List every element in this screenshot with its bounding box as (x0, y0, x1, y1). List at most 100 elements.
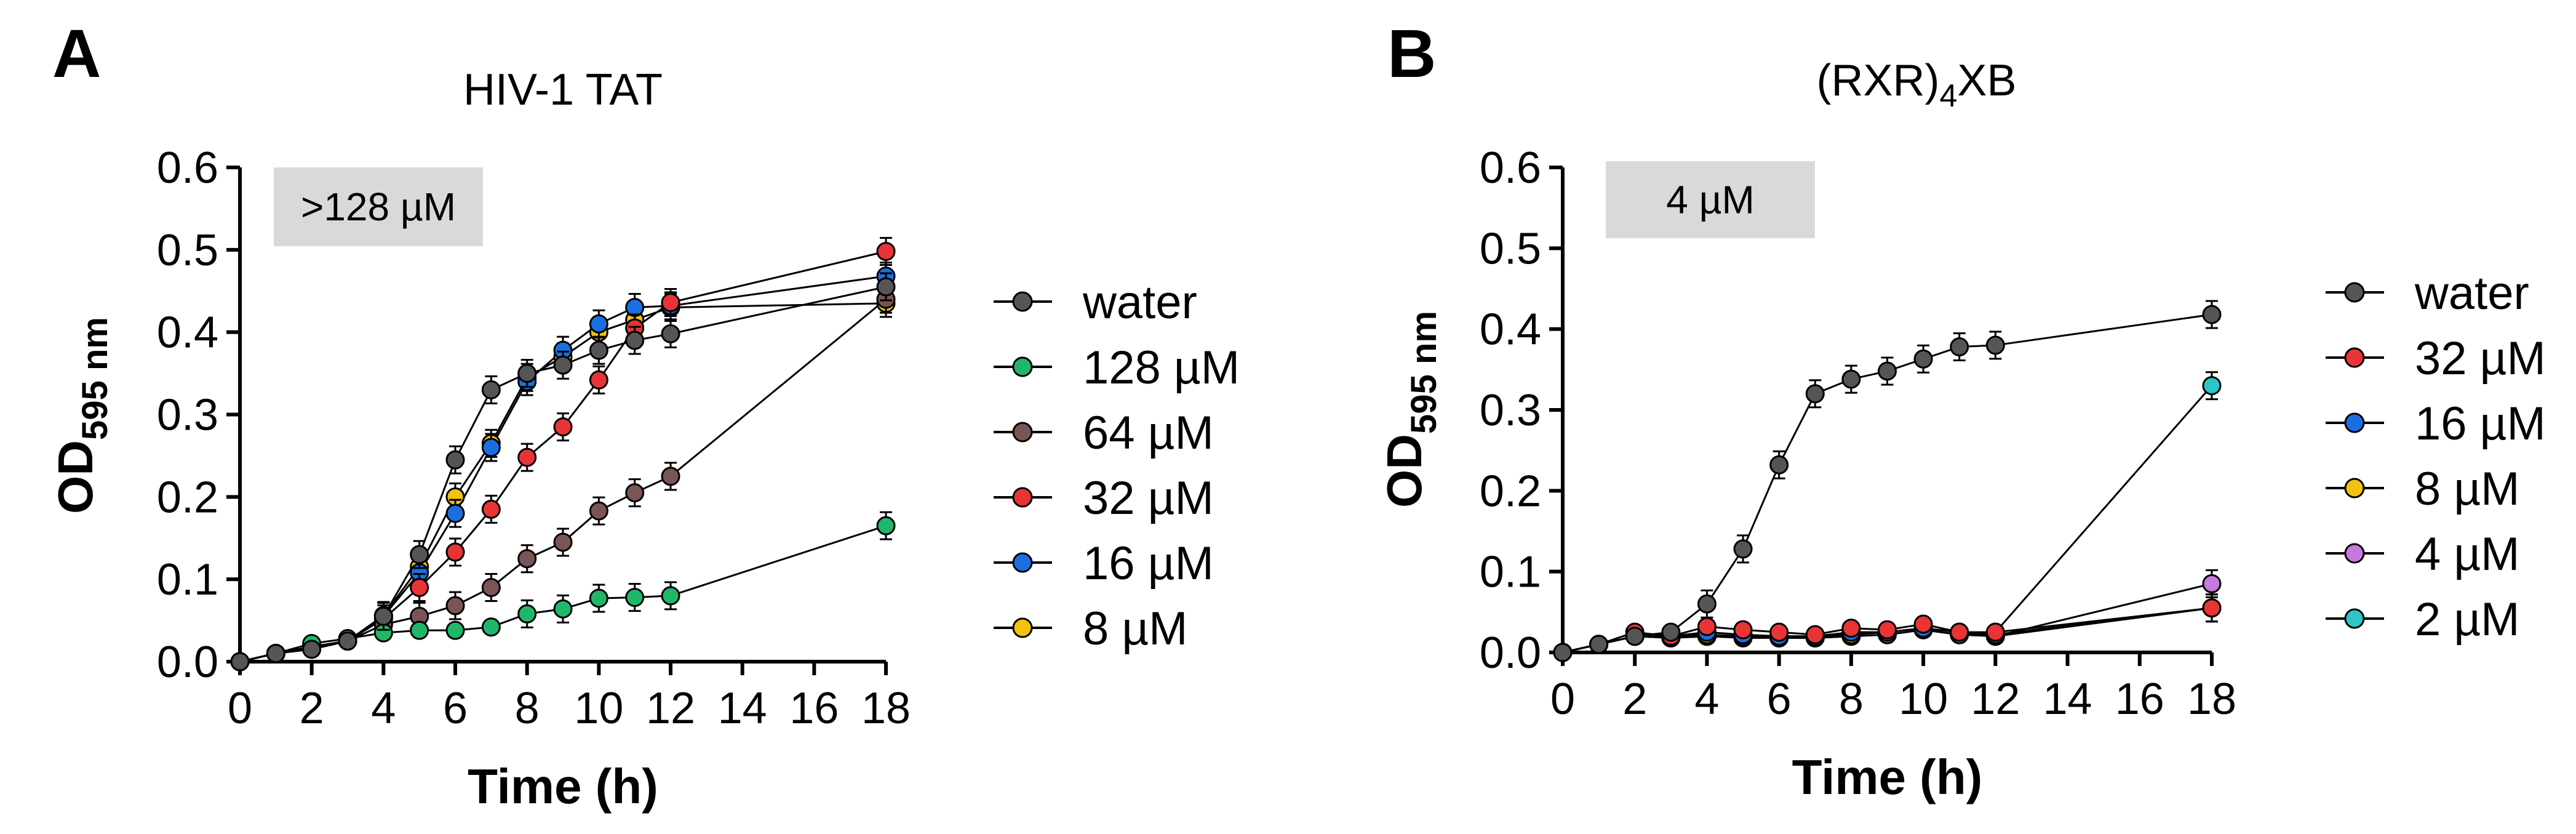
panel-a-point (625, 588, 645, 607)
panel-b-x-tick-label: 6 (1767, 675, 1792, 724)
panel-b-legend-label: 4 µM (2415, 528, 2519, 580)
panel-b-x-tick-label: 10 (1899, 675, 1948, 724)
panel-a-point (517, 364, 537, 383)
panel-a-point (589, 501, 608, 521)
panel-a-point (481, 438, 501, 457)
panel-b-legend-marker (2344, 282, 2365, 303)
panel-b-point (1950, 622, 1969, 642)
panel-b-letter: B (1387, 16, 1436, 92)
panel-b-chart: 4 µM 0.0 0.1 0.2 0.3 0.4 0.5 0.6 0 2 4 6 8 10 12 14 16 18… (1377, 143, 2546, 804)
panel-b-point (1805, 625, 1825, 644)
panel-a-point (410, 620, 429, 640)
panel-a-x-axis-label: Time (h) (468, 759, 658, 814)
panel-a-point (517, 604, 537, 623)
panel-a-point (517, 549, 537, 569)
panel-b-legend-marker (2344, 347, 2365, 368)
panel-a-point (410, 578, 429, 598)
panel-a-x-tick-label: 4 (371, 684, 396, 733)
panel-a-legend-label: 32 µM (1083, 472, 1214, 524)
panel-b-legend-label: water (2414, 267, 2529, 319)
panel-b-x-tick-label: 2 (1622, 675, 1647, 724)
panel-b-point (1769, 455, 1789, 475)
panel-b-x-tick-label: 4 (1694, 675, 1719, 724)
panel-a-y-tick-label: 0.1 (157, 555, 218, 604)
panel-b-point (2202, 376, 2222, 396)
panel-a-point (373, 606, 393, 626)
panel-b-title-sub: 4 (1940, 78, 1958, 114)
panel-a-point (302, 640, 322, 659)
panel-b-point (1733, 620, 1753, 640)
panel-a-y-tick-label: 0.5 (157, 226, 218, 275)
panel-a-point (625, 298, 645, 318)
panel-b-legend-label: 2 µM (2415, 593, 2519, 646)
panel-b-point (2202, 574, 2222, 593)
panel-b-point (1553, 643, 1573, 662)
panel-a-legend-marker (1012, 356, 1033, 377)
panel-a-point (661, 324, 680, 343)
panel-a-legend-label: water (1082, 276, 1197, 329)
panel-a-annotation-text: >128 µM (301, 185, 456, 229)
panel-b-point (1589, 635, 1609, 654)
panel-b-y-tick-label: 0.6 (1480, 143, 1541, 193)
panel-a-point (876, 242, 896, 262)
panel-b-y-tick-label: 0.5 (1480, 224, 1541, 273)
panel-a-legend-label: 64 µM (1083, 407, 1214, 459)
panel-a-point (445, 596, 465, 615)
panel-b-point (1841, 369, 1861, 389)
panel-a-x-tick-label: 10 (574, 684, 623, 733)
panel-b-point (1878, 620, 1897, 640)
panel-a-legend-marker (1012, 617, 1033, 638)
panel-a-chart: >128 µM 0.0 0.1 0.2 0.3 0.4 0.5 0.6 0 2 4 6 8 10 12 14 1… (48, 143, 1240, 814)
panel-b-legend-label: 8 µM (2415, 463, 2519, 515)
panel-a-legend-marker (1012, 487, 1033, 508)
panel-a-point (661, 467, 680, 486)
panel-a-y-tick-label: 0.6 (157, 143, 218, 193)
panel-a-x-tick-label: 12 (646, 684, 695, 733)
panel-b-point (1697, 594, 1717, 614)
panel-b-y-axis-label: OD595 nm (1377, 311, 1444, 508)
panel-b-point (1733, 539, 1753, 559)
panel-a-x-tick-label: 0 (228, 684, 252, 733)
panel-b-x-tick-label: 12 (1971, 675, 2020, 724)
panel-b-legend-marker (2344, 608, 2365, 629)
panel-b-point (1985, 622, 2005, 642)
panel-b-title-tail: XB (1957, 56, 2016, 105)
panel-b-x-tick-label: 14 (2043, 675, 2092, 724)
panel-a-point (553, 599, 573, 619)
panel-b-point (1985, 335, 2005, 355)
panel-a-point (876, 277, 896, 297)
panel-b-x-tick-label: 8 (1839, 675, 1864, 724)
panel-a-legend-marker (1012, 422, 1033, 443)
panel-a-x-tick-label: 8 (515, 684, 540, 733)
panel-a-y-axis-label: OD595 nm (48, 317, 115, 514)
panel-a-y-tick-label: 0.0 (157, 638, 218, 687)
panel-b-point (2202, 598, 2222, 618)
panel-b-y-tick-label: 0.2 (1480, 467, 1541, 516)
panel-a-point (445, 542, 465, 562)
panel-a-point (338, 632, 357, 651)
panel-a-point (625, 331, 645, 350)
panel-b-title: (RXR)4XB (1817, 56, 2017, 114)
panel-a-x-tick-label: 18 (861, 684, 911, 733)
panel-a-point (266, 644, 285, 664)
panel-b-x-tick-label: 0 (1550, 675, 1575, 724)
panel-a-x-tick-label: 16 (789, 684, 839, 733)
panel-a-point (481, 380, 501, 399)
panel-a-y-tick-label: 0.2 (157, 473, 218, 522)
panel-a-y-tick-label: 0.4 (157, 308, 218, 358)
panel-a-point (589, 340, 608, 360)
panel-a-annotation-box (274, 167, 483, 246)
panel-a-point (481, 578, 501, 598)
panel-a-point (517, 447, 537, 467)
panel-b-point (1661, 622, 1681, 642)
panel-b-x-tick-label: 16 (2115, 675, 2164, 724)
panel-a-letter: A (52, 16, 101, 92)
panel-b-point (1913, 349, 1933, 369)
panel-a-point (553, 355, 573, 375)
panel-b-legend-marker (2344, 543, 2365, 564)
panel-a-point (445, 620, 465, 640)
panel-a-point (553, 417, 573, 437)
panel-b-x-tick-label: 18 (2187, 675, 2236, 724)
panel-b-series-line (1562, 385, 2213, 654)
